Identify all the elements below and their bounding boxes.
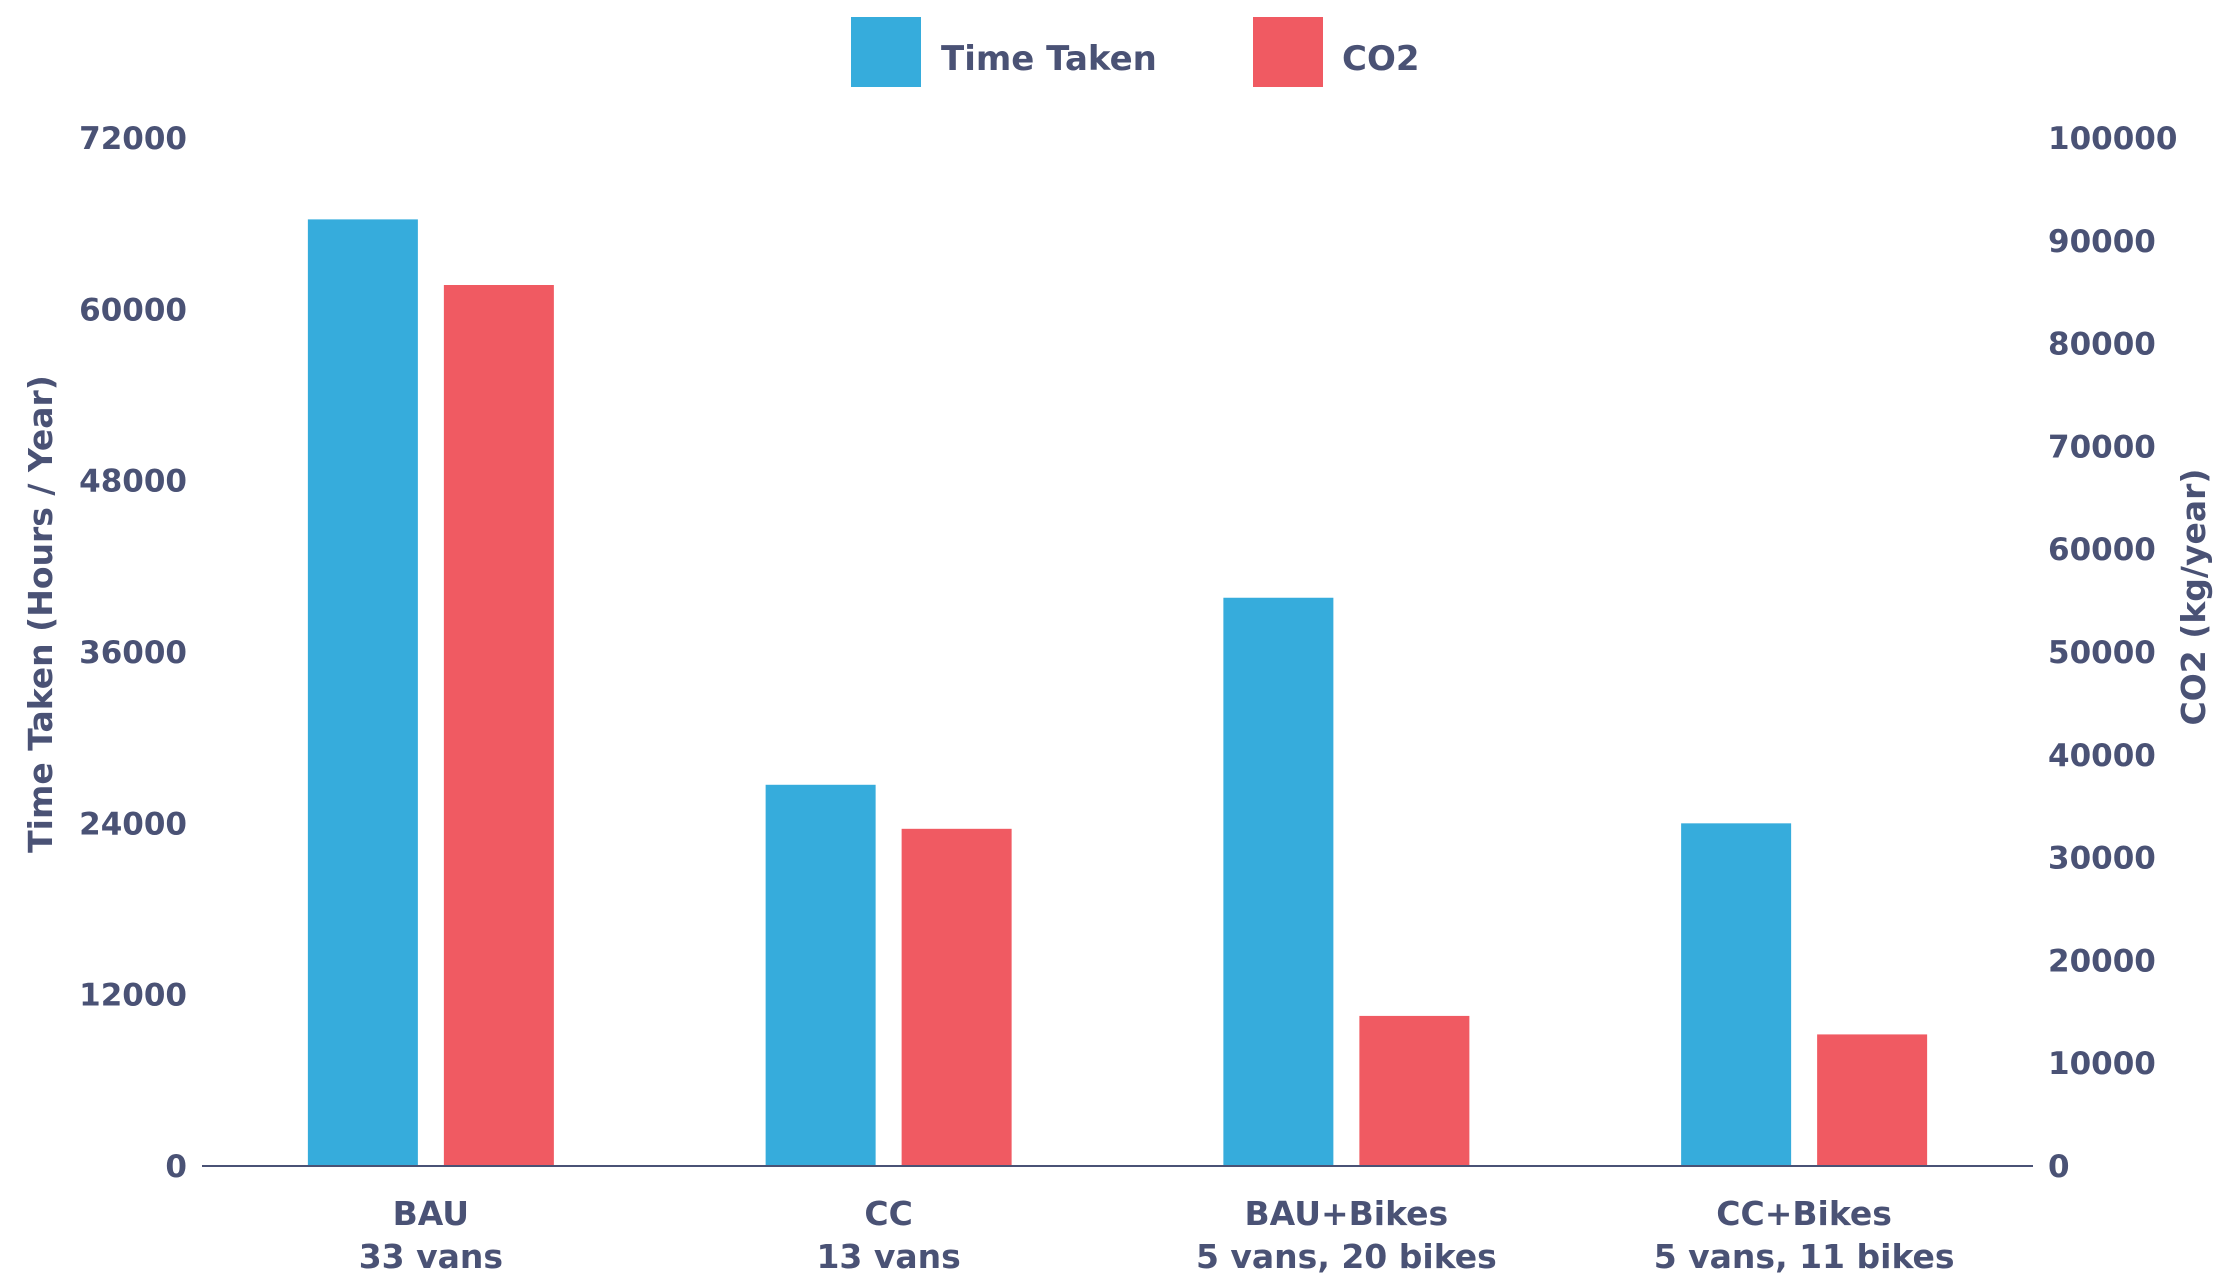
right-tick-label: 20000: [2048, 943, 2156, 979]
right-tick-label: 70000: [2048, 429, 2156, 465]
left-tick-label: 48000: [79, 464, 187, 500]
category-label-line2: 5 vans, 20 bikes: [1196, 1237, 1497, 1276]
right-tick-label: 40000: [2048, 738, 2156, 774]
co2-bar: [1359, 1015, 1470, 1166]
left-axis-title: Time Taken (Hours / Year): [21, 375, 60, 853]
category-label-line1: CC+Bikes: [1716, 1194, 1892, 1233]
right-tick-label: 30000: [2048, 841, 2156, 877]
right-tick-label: 100000: [2048, 121, 2177, 157]
category-label-line1: BAU: [393, 1194, 469, 1233]
category-label-line1: BAU+Bikes: [1245, 1194, 1449, 1233]
co2-bar: [901, 828, 1012, 1166]
category-label-line2: 5 vans, 11 bikes: [1654, 1237, 1955, 1276]
category-label-line1: CC: [864, 1194, 912, 1233]
x-axis: BAU 33 vans CC 13 vans BAU+Bikes 5 vans, 20 b…: [202, 1165, 2033, 1276]
bars: [307, 219, 1928, 1167]
time-taken-bar: [1681, 823, 1792, 1166]
right-tick-label: 50000: [2048, 635, 2156, 671]
legend-swatch-time-taken: [851, 17, 921, 87]
category-label-line2: 33 vans: [359, 1237, 503, 1276]
legend-label-time-taken: Time Taken: [941, 39, 1157, 79]
right-tick-label: 0: [2048, 1149, 2070, 1185]
time-taken-bar: [1223, 597, 1334, 1166]
legend: Time Taken CO2: [851, 17, 1420, 87]
left-y-axis: 0 12000 24000 36000 48000 60000 72000 Time Take…: [21, 121, 187, 1185]
left-tick-label: 72000: [79, 121, 187, 157]
category-label-line2: 13 vans: [816, 1237, 960, 1276]
right-axis-title: CO2 (kg/year): [2174, 469, 2213, 726]
right-tick-label: 80000: [2048, 327, 2156, 363]
right-tick-label: 60000: [2048, 532, 2156, 568]
left-tick-label: 60000: [79, 292, 187, 328]
left-tick-label: 0: [165, 1149, 187, 1185]
left-tick-label: 24000: [79, 806, 187, 842]
co2-bar: [1817, 1034, 1928, 1166]
right-tick-label: 90000: [2048, 224, 2156, 260]
right-y-axis: 0 10000 20000 30000 40000 50000 60000 70000 8000…: [2048, 121, 2213, 1185]
left-tick-label: 36000: [79, 635, 187, 671]
time-taken-bar: [765, 784, 876, 1166]
left-tick-label: 12000: [79, 978, 187, 1014]
time-taken-bar: [307, 219, 418, 1167]
legend-label-co2: CO2: [1342, 39, 1420, 79]
co2-bar: [443, 285, 554, 1166]
legend-swatch-co2: [1253, 17, 1323, 87]
right-tick-label: 10000: [2048, 1046, 2156, 1082]
